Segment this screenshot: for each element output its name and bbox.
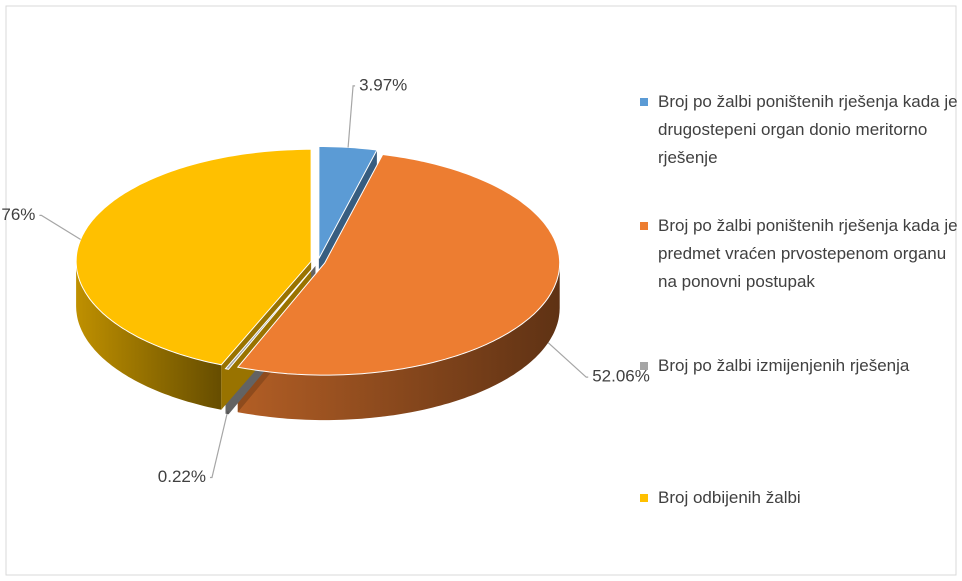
legend-item: Broj po žalbi izmijenjenih rješenja: [640, 352, 958, 380]
slice: [236, 153, 561, 376]
legend-label: Broj po žalbi poništenih rješenja kada j…: [658, 92, 958, 167]
slice: [224, 264, 316, 370]
legend-item: Broj po žalbi poništenih rješenja kada j…: [640, 88, 958, 172]
slice-side: [76, 261, 222, 410]
slice-side: [237, 263, 560, 421]
legend-label: Broj po žalbi poništenih rješenja kada j…: [658, 216, 958, 291]
legend-swatch: [640, 222, 648, 230]
legend-swatch: [640, 98, 648, 106]
slice: [318, 146, 378, 259]
legend-item: Broj odbijenih žalbi: [640, 484, 958, 512]
leader-line: [209, 413, 228, 479]
legend-swatch: [640, 362, 648, 370]
leader-line: [547, 342, 589, 378]
leader-line: [347, 85, 356, 148]
legend-item: Broj po žalbi poništenih rješenja kada j…: [640, 212, 958, 296]
data-label: 43.76%: [0, 205, 35, 224]
leader-line: [39, 214, 81, 240]
data-label: 3.97%: [359, 75, 407, 94]
legend-label: Broj po žalbi izmijenjenih rješenja: [658, 356, 910, 375]
legend-label: Broj odbijenih žalbi: [658, 488, 801, 507]
legend-swatch: [640, 494, 648, 502]
data-label: 52.06%: [592, 367, 650, 386]
data-label: 0.22%: [158, 467, 206, 486]
